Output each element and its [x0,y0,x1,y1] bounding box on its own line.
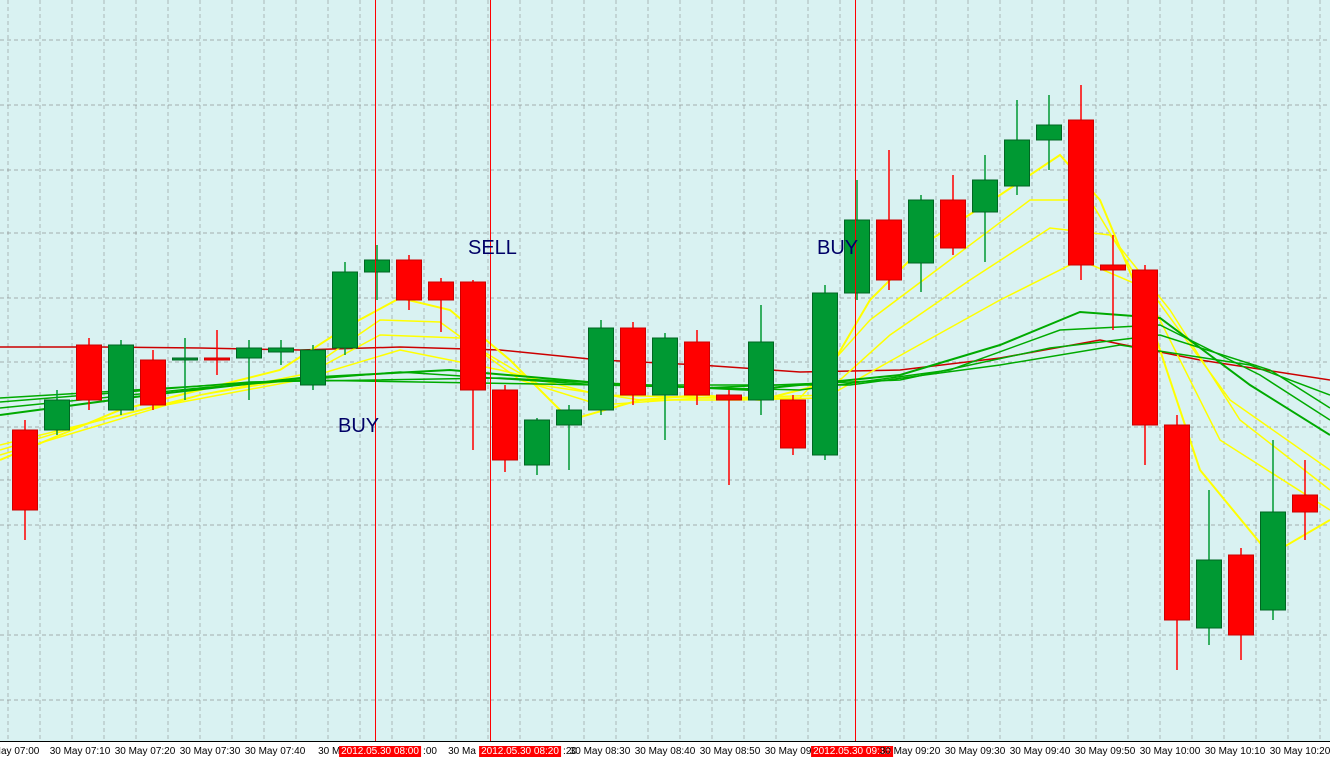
x-axis-tick: May 07:00 [0,746,39,757]
x-axis-tick: 2012.05.30 08:00 [339,746,421,757]
chart-canvas [0,0,1330,741]
x-axis-tick: 30 May 10:20 [1270,746,1330,757]
x-axis-tick: 30 May 09:50 [1075,746,1136,757]
time-axis: May 07:00 30 May 07:10 30 May 07:20 30 May … [0,741,1330,770]
x-axis-tick: 30 May 07:30 [180,746,241,757]
signal-vline [855,0,856,741]
x-axis-tick: 30 Ma [448,746,476,757]
x-axis-tick: 30 May 09:20 [880,746,941,757]
x-axis-tick: 30 May 07:10 [50,746,111,757]
sell-signal-label: SELL [468,237,517,260]
x-axis-tick: 30 May 09:40 [1010,746,1071,757]
x-axis-tick: 2012.05.30 08:20 [479,746,561,757]
x-axis-tick: 30 May 07:20 [115,746,176,757]
x-axis-tick: 30 May 10:10 [1205,746,1266,757]
x-axis-tick: 30 May 08:30 [570,746,631,757]
x-axis-tick: 30 May 09:30 [945,746,1006,757]
buy-signal-label: BUY [817,237,858,260]
x-axis-tick: 30 May 08:40 [635,746,696,757]
signal-vline [375,0,376,741]
buy-signal-label: BUY [338,415,379,438]
x-axis-tick: :00 [423,746,437,757]
candlestick-chart[interactable]: BUY SELL BUY [0,0,1330,741]
signal-vline [490,0,491,741]
x-axis-tick: 30 May 08:50 [700,746,761,757]
x-axis-tick: 30 May 07:40 [245,746,306,757]
x-axis-tick: 30 May 10:00 [1140,746,1201,757]
